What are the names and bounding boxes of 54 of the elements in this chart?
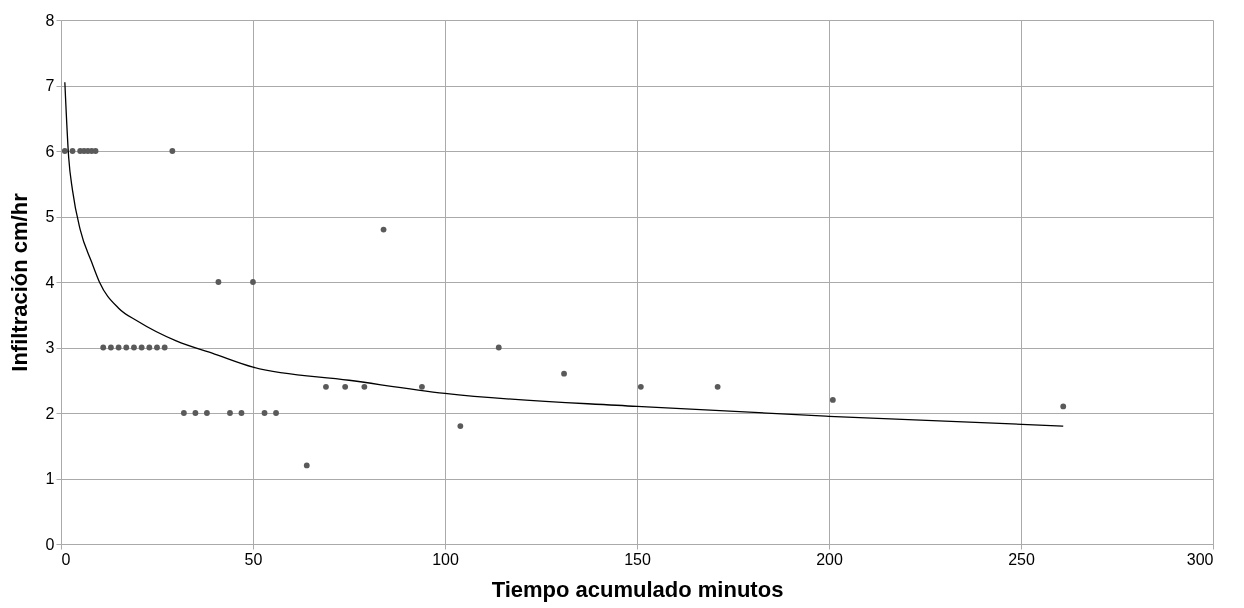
point (123, 344, 130, 351)
x-tick-label: 50 (244, 550, 263, 568)
point (261, 410, 268, 416)
y-tick-label: 5 (45, 208, 55, 225)
y-tick-label: 8 (45, 11, 55, 29)
point (146, 344, 153, 351)
x-tick-label: 250 (1008, 550, 1035, 568)
line-series (64, 81, 1064, 427)
y-tick-label: 6 (45, 142, 55, 160)
point (204, 410, 210, 416)
x-tick-label: 300 (1186, 550, 1214, 568)
point (380, 226, 387, 233)
y-tick-label: 2 (45, 404, 55, 422)
point (227, 410, 233, 416)
point (457, 423, 464, 430)
point (100, 344, 107, 351)
point (108, 344, 114, 351)
point (561, 370, 567, 377)
point (495, 344, 502, 351)
point (714, 383, 721, 390)
point (131, 344, 137, 351)
y-axis-title: Infiltración cm/hr (6, 192, 32, 372)
y-tick-label: 0 (45, 535, 55, 553)
x-axis-title: Tiempo acumulado minutos (491, 576, 784, 602)
y-tick-label: 7 (45, 77, 55, 94)
point (69, 148, 76, 154)
point (342, 383, 349, 390)
point (192, 410, 199, 416)
point (303, 462, 310, 469)
point (829, 396, 836, 403)
point (250, 279, 256, 285)
point (273, 410, 279, 416)
point (154, 344, 160, 351)
point (61, 148, 68, 154)
y-tick-label: 1 (45, 470, 55, 487)
point (361, 383, 368, 390)
point (180, 410, 187, 416)
point (637, 383, 644, 390)
point (323, 383, 329, 390)
point (215, 279, 222, 285)
x-tick-label: 150 (624, 550, 651, 568)
x-tick-label: 200 (816, 550, 843, 568)
x-tick-label: 100 (432, 550, 459, 568)
point (92, 148, 99, 154)
y-tick-label: 4 (45, 273, 55, 291)
y-tick-label: 3 (45, 339, 55, 356)
point (169, 148, 176, 154)
point (115, 344, 122, 351)
point (161, 344, 168, 351)
point (138, 344, 145, 351)
point (1060, 403, 1067, 410)
point (419, 383, 425, 390)
x-tick-label: 0 (61, 550, 71, 568)
point (238, 410, 245, 416)
